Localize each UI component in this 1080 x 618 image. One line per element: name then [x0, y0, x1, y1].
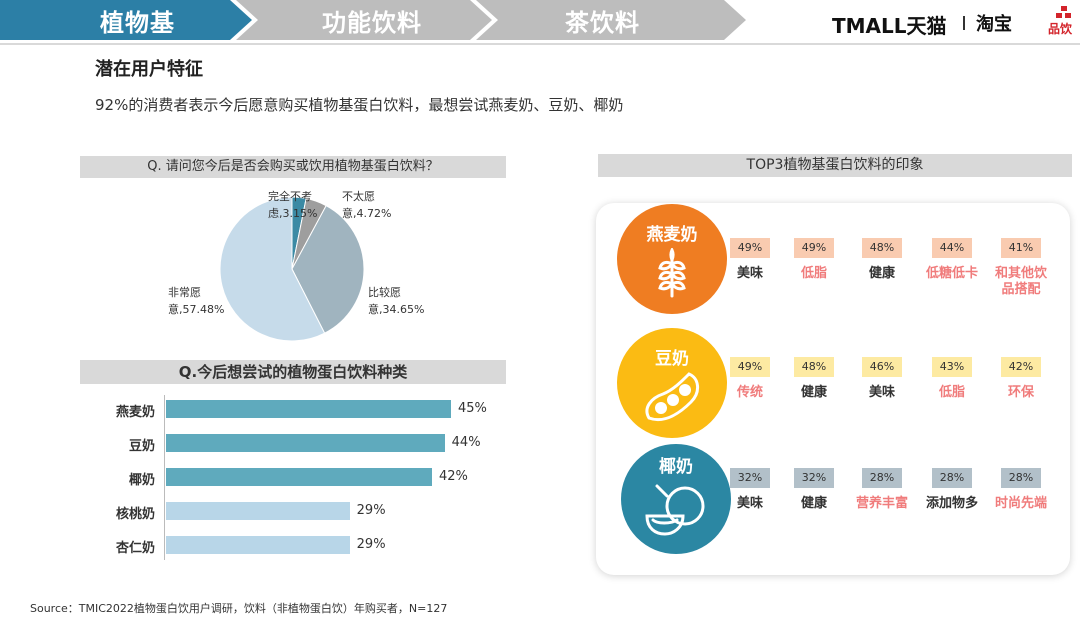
tab-plant-based[interactable]: 植物基 — [100, 9, 175, 37]
tab-functional-drinks-bg[interactable] — [236, 0, 492, 40]
impression-percent-badge: 49% — [730, 238, 770, 258]
impression-percent-badge: 28% — [932, 468, 972, 488]
impression-percent-badge: 44% — [932, 238, 972, 258]
bar-value-label: 45% — [458, 401, 487, 416]
oat-milk-circle: 燕麦奶 — [617, 204, 727, 314]
bar-value-label: 29% — [356, 503, 386, 518]
impression-percent-badge: 28% — [862, 468, 902, 488]
impression-attribute-label: 添加物多 — [925, 496, 978, 511]
impression-percent-badge: 32% — [794, 468, 834, 488]
bar-value-label: 44% — [451, 435, 481, 450]
bar-axis-line — [164, 395, 165, 560]
pie-section-header: Q. 请问您今后是否会购买或饮用植物基蛋白饮料？ — [80, 156, 506, 178]
impression-percent-badge: 41% — [1001, 238, 1041, 258]
tab-plant-based-bg[interactable] — [0, 0, 252, 40]
tab-tea-drinks[interactable]: 茶饮料 — [565, 9, 640, 37]
impression-percent-badge: 46% — [862, 357, 902, 377]
impression-section-header: TOP3植物基蛋白饮料的印象 — [598, 154, 1072, 177]
impression-attribute-label: 健康 — [800, 385, 827, 400]
tab-tea-drinks-bg[interactable] — [476, 0, 746, 40]
coconut-milk-name: 椰奶 — [659, 457, 693, 477]
bar-category-label: 椰奶 — [128, 473, 155, 488]
impression-percent-badge: 32% — [730, 468, 770, 488]
top-nav — [0, 0, 746, 40]
bar — [166, 536, 350, 554]
page-title: 潜在用户特征 — [95, 59, 203, 80]
bar — [166, 468, 432, 486]
impression-attribute-label: 健康 — [868, 266, 895, 281]
pie-label-very-willing: 非常愿 意,57.48% — [168, 286, 225, 316]
bar — [166, 502, 350, 520]
taobao-logo: 淘宝 — [976, 14, 1012, 35]
impression-attribute-label: 环保 — [1007, 385, 1034, 400]
pie-label-not-consider: 完全不考 虑,3.15% — [268, 190, 318, 220]
logo-divider — [963, 16, 965, 30]
impression-percent-badge: 43% — [932, 357, 972, 377]
oat-milk-name: 燕麦奶 — [646, 225, 698, 245]
bar-value-label: 29% — [356, 537, 386, 552]
impression-attribute-label: 健康 — [800, 496, 827, 511]
impression-attribute-label: 美味 — [736, 266, 763, 281]
pie-label-unwilling: 不太愿 意,4.72% — [342, 190, 392, 220]
pie-slice-very-willing — [219, 196, 326, 342]
bar-category-label: 核桃奶 — [115, 507, 155, 522]
soy-milk-circle: 豆奶 — [617, 328, 727, 438]
tab-functional-drinks[interactable]: 功能饮料 — [322, 9, 422, 37]
soy-milk-name: 豆奶 — [655, 349, 689, 369]
impression-percent-badge: 48% — [794, 357, 834, 377]
partner-logo-mark-icon — [1056, 6, 1071, 18]
bar-value-label: 42% — [439, 469, 468, 484]
coconut-icon — [645, 484, 705, 536]
impression-attribute-label: 美味 — [736, 496, 763, 511]
bar-category-label: 杏仁奶 — [115, 541, 155, 556]
impression-attribute-label: 低脂 — [800, 266, 827, 281]
header-divider — [0, 43, 1080, 45]
tmall-logo: TMALL天猫 — [832, 14, 947, 38]
impression-attribute-label: 时尚先端 — [994, 496, 1047, 511]
coconut-milk-circle: 椰奶 — [621, 444, 731, 554]
impression-percent-badge: 49% — [794, 238, 834, 258]
impression-percent-badge: 48% — [862, 238, 902, 258]
soybean-icon — [645, 372, 699, 421]
impression-percent-badge: 49% — [730, 357, 770, 377]
page-subtitle: 92%的消费者表示今后愿意购买植物基蛋白饮料，最想尝试燕麦奶、豆奶、椰奶 — [95, 96, 624, 114]
source-note: Source：TMIC2022植物蛋白饮用户调研，饮料（非植物蛋白饮）年购买者，… — [30, 602, 448, 615]
impression-attribute-label: 营养丰富 — [855, 496, 908, 511]
impression-attribute-label: 传统 — [736, 385, 763, 400]
pie-label-fairly-willing: 比较愿 意,34.65% — [368, 286, 425, 316]
bar-section-header: Q.今后想尝试的植物蛋白饮料种类 — [80, 360, 506, 384]
partner-logo: 品饮 — [1048, 22, 1073, 36]
pie-chart — [219, 196, 365, 342]
impression-attribute-label: 美味 — [868, 385, 895, 400]
bar — [166, 434, 445, 452]
bar — [166, 400, 451, 418]
bar-category-label: 燕麦奶 — [115, 405, 155, 420]
impression-attribute-label: 低糖低卡 — [925, 266, 978, 281]
impression-percent-badge: 28% — [1001, 468, 1041, 488]
impression-attribute-label: 和其他饮品搭配 — [994, 266, 1047, 297]
wheat-icon — [658, 248, 686, 298]
impression-attribute-label: 低脂 — [938, 385, 965, 400]
impression-percent-badge: 42% — [1001, 357, 1041, 377]
bar-category-label: 豆奶 — [128, 439, 155, 454]
pie-slice-fairly-willing — [291, 204, 365, 334]
